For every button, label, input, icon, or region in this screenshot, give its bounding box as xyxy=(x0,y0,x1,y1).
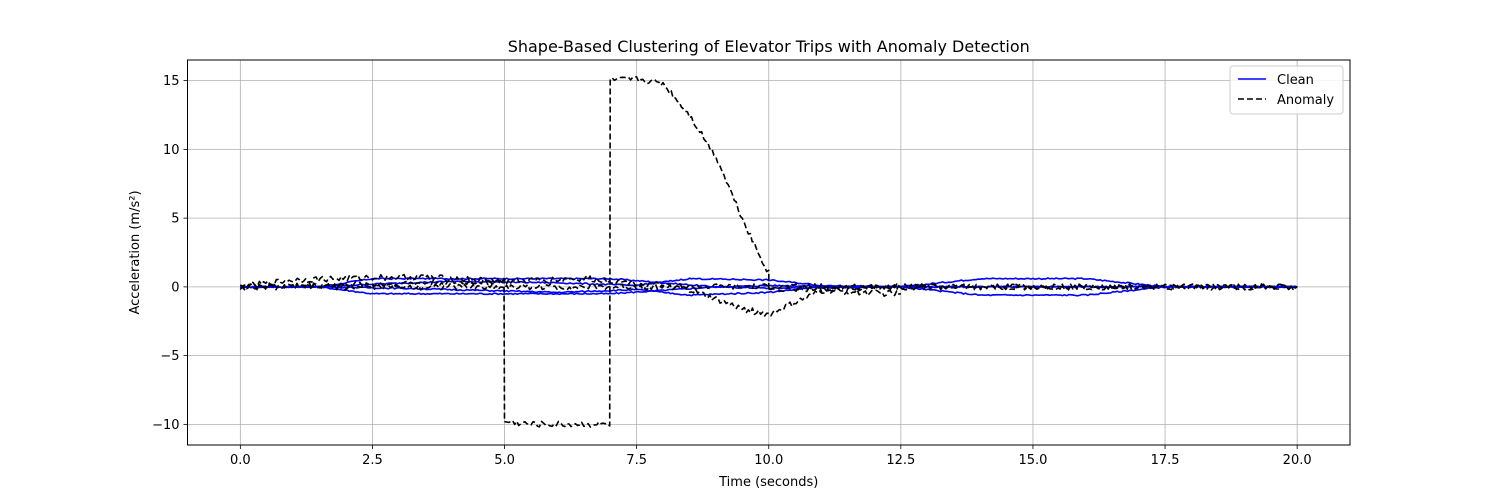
chart-title: Shape-Based Clustering of Elevator Trips… xyxy=(508,37,1030,56)
y-axis: −10 −5 0 5 10 15 xyxy=(152,74,188,433)
x-tick-label: 12.5 xyxy=(886,453,915,468)
x-tick-label: 20.0 xyxy=(1283,453,1312,468)
x-tick-label: 15.0 xyxy=(1018,453,1047,468)
y-axis-title: Acceleration (m/s²) xyxy=(128,190,143,314)
x-tick-label: 0.0 xyxy=(230,453,251,468)
y-tick-label: 10 xyxy=(163,143,180,158)
x-axis: 0.0 2.5 5.0 7.5 10.0 12.5 15.0 17.5 20.0 xyxy=(230,445,1312,468)
y-tick-label: 5 xyxy=(171,212,179,227)
legend-label-clean: Clean xyxy=(1277,73,1314,88)
y-tick-label: −5 xyxy=(160,349,179,364)
grid xyxy=(187,60,1350,445)
y-tick-label: 15 xyxy=(163,74,180,89)
legend-box xyxy=(1229,65,1344,115)
x-axis-title: Time (seconds) xyxy=(718,475,818,490)
series-line-clean xyxy=(239,284,1298,297)
y-tick-label: 0 xyxy=(171,280,179,295)
y-tick-label: −10 xyxy=(152,418,179,433)
x-tick-label: 7.5 xyxy=(626,453,647,468)
series-line-anomaly xyxy=(240,283,1298,291)
x-tick-label: 5.0 xyxy=(494,453,515,468)
x-tick-label: 2.5 xyxy=(362,453,383,468)
x-tick-label: 17.5 xyxy=(1151,453,1180,468)
series-line-anomaly xyxy=(239,275,902,317)
series-layer xyxy=(239,75,1298,428)
legend: Clean Anomaly xyxy=(1229,65,1344,115)
x-tick-label: 10.0 xyxy=(754,453,783,468)
legend-label-anomaly: Anomaly xyxy=(1277,93,1334,108)
